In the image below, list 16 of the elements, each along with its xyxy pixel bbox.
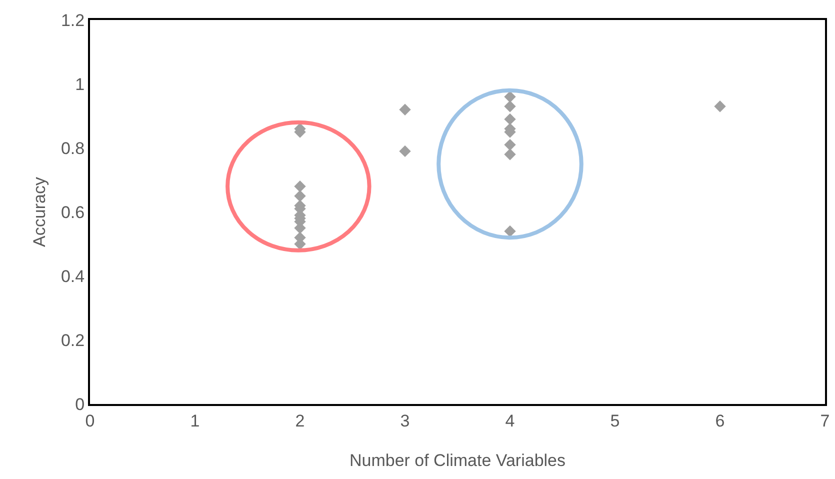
x-tick-label: 5 [610, 411, 620, 430]
y-tick-label: 0 [75, 394, 85, 414]
x-tick-label: 3 [400, 411, 410, 430]
x-tick-label: 6 [715, 411, 725, 430]
x-tick-label: 2 [295, 411, 305, 430]
y-tick-label: 1 [75, 74, 85, 94]
y-axis-title: Accuracy [30, 176, 49, 247]
y-tick-label: 1.2 [60, 10, 85, 30]
y-tick-label: 0.4 [60, 266, 85, 286]
x-axis-title: Number of Climate Variables [349, 451, 566, 470]
y-tick-label: 0.2 [60, 330, 85, 350]
x-tick-label: 7 [820, 411, 830, 430]
x-tick-label: 1 [190, 411, 200, 430]
y-tick-label: 0.8 [60, 138, 85, 158]
x-tick-label: 4 [505, 411, 515, 430]
y-tick-label: 0.6 [60, 202, 85, 222]
